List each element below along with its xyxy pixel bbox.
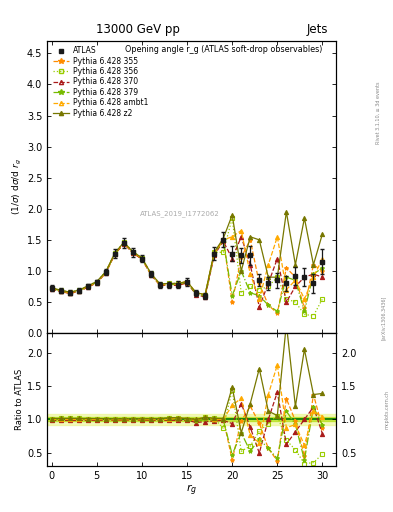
Text: [arXiv:1306.3436]: [arXiv:1306.3436]	[381, 295, 386, 339]
Y-axis label: Ratio to ATLAS: Ratio to ATLAS	[15, 369, 24, 430]
Text: Jets: Jets	[307, 23, 328, 36]
Y-axis label: $(1/\sigma)$ d$\sigma$/d $r_g$: $(1/\sigma)$ d$\sigma$/d $r_g$	[11, 159, 24, 216]
Text: ATLAS_2019_I1772062: ATLAS_2019_I1772062	[140, 210, 219, 217]
Text: Rivet 3.1.10, ≥ 3d events: Rivet 3.1.10, ≥ 3d events	[376, 81, 380, 144]
Legend: ATLAS, Pythia 6.428 355, Pythia 6.428 356, Pythia 6.428 370, Pythia 6.428 379, P: ATLAS, Pythia 6.428 355, Pythia 6.428 35…	[51, 45, 150, 119]
Text: mcplots.cern.ch: mcplots.cern.ch	[385, 390, 389, 429]
Text: Opening angle r_g (ATLAS soft-drop observables): Opening angle r_g (ATLAS soft-drop obser…	[125, 46, 323, 54]
X-axis label: $r_g$: $r_g$	[186, 482, 197, 498]
Text: 13000 GeV pp: 13000 GeV pp	[95, 23, 180, 36]
